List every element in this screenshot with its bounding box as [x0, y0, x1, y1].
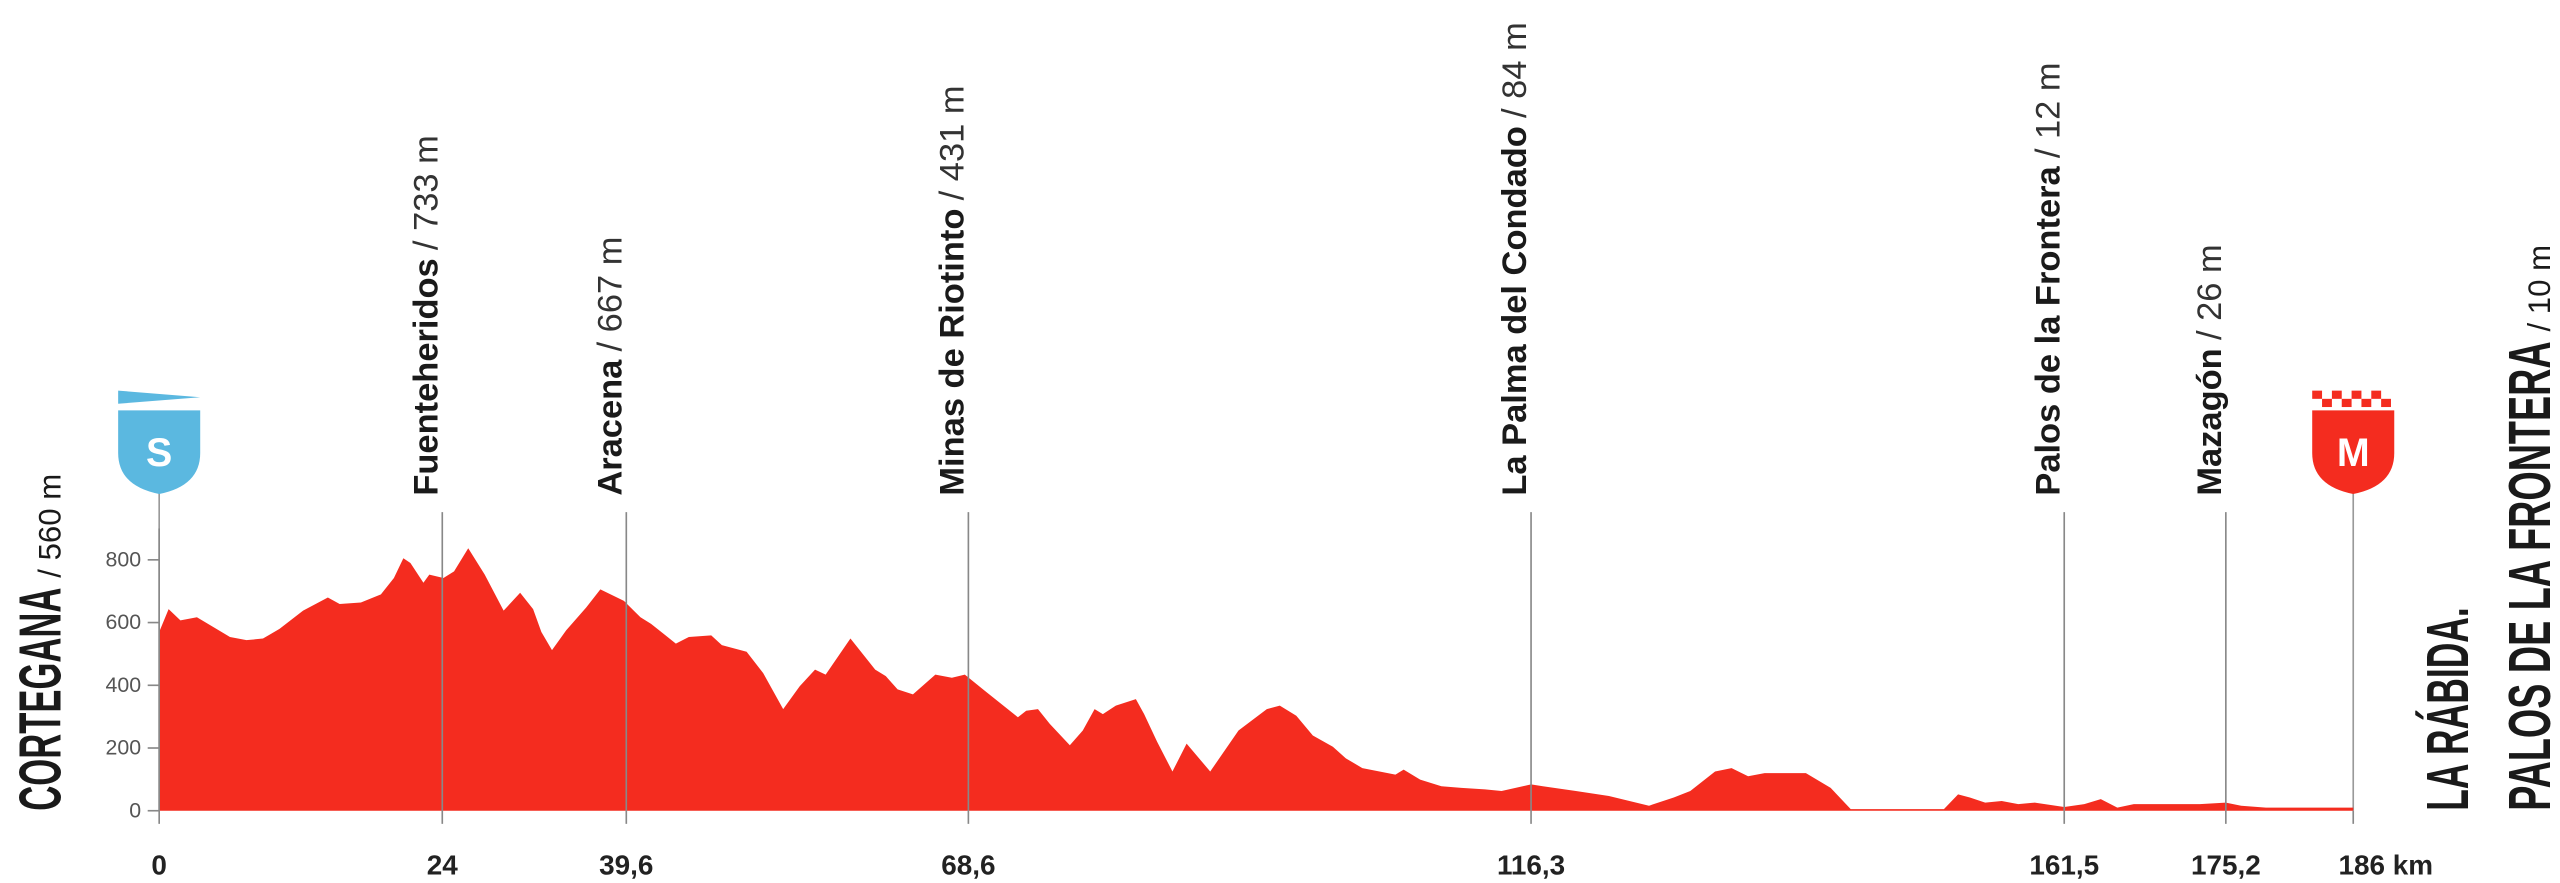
- x-tick-label: 116,3: [1497, 850, 1565, 881]
- x-tick-label: 39,6: [599, 850, 653, 881]
- waypoint-name: Mazagón: [2191, 348, 2229, 495]
- waypoint-altitude: / 431 m: [933, 85, 971, 200]
- finish-marker: M: [2312, 390, 2395, 811]
- waypoint-label: Fuenteheridos / 733 m: [407, 135, 445, 495]
- finish-name-2: PALOS DE LA FRONTERA: [2497, 341, 2560, 810]
- start-marker-label: S: [146, 431, 172, 475]
- waypoint-name: La Palma del Condado: [1496, 126, 1534, 495]
- start-marker: S: [118, 390, 201, 811]
- finish-label: LA RÁBIDA.: [2415, 607, 2481, 810]
- waypoint-label: Aracena / 667 m: [591, 237, 629, 496]
- y-tick-label: 200: [106, 736, 142, 760]
- waypoint-altitude: / 26 m: [2191, 244, 2229, 340]
- elevation-area: [159, 548, 2354, 811]
- finish-altitude: / 10 m: [2522, 245, 2557, 332]
- finish-label-2: PALOS DE LA FRONTERA / 10 m: [2497, 245, 2560, 811]
- waypoint-label: Minas de Riotinto / 431 m: [933, 85, 971, 495]
- waypoint-altitude: / 12 m: [2029, 62, 2067, 158]
- y-tick-label: 0: [129, 798, 141, 822]
- start-name: CORTEGANA: [8, 588, 74, 811]
- x-tick-label: 68,6: [941, 850, 995, 881]
- finish-name-1: LA RÁBIDA.: [2415, 607, 2481, 810]
- start-altitude: / 560 m: [33, 474, 68, 578]
- waypoint-label: La Palma del Condado / 84 m: [1496, 22, 1534, 495]
- waypoint-name: Fuenteheridos: [407, 258, 445, 495]
- waypoint-name: Aracena: [591, 359, 629, 496]
- finish-marker-label: M: [2337, 431, 2370, 475]
- start-label: CORTEGANA / 560 m: [8, 474, 74, 811]
- x-tick-label: 175,2: [2191, 850, 2261, 881]
- waypoint-altitude: / 667 m: [591, 237, 629, 352]
- waypoint-label: Mazagón / 26 m: [2191, 244, 2229, 495]
- x-tick-label: 0: [151, 850, 167, 881]
- waypoint-name: Minas de Riotinto: [933, 209, 971, 496]
- y-tick-label: 600: [106, 610, 142, 634]
- waypoint-altitude: / 84 m: [1496, 22, 1534, 118]
- waypoint-label: Palos de la Frontera / 12 m: [2029, 62, 2067, 495]
- x-tick-label: 186 km: [2338, 850, 2433, 881]
- waypoint-name: Palos de la Frontera: [2029, 165, 2067, 495]
- y-tick-label: 800: [106, 547, 142, 571]
- x-tick-label: 161,5: [2029, 850, 2099, 881]
- y-tick-label: 400: [106, 673, 142, 697]
- x-tick-label: 24: [427, 850, 459, 881]
- waypoint-altitude: / 733 m: [407, 135, 445, 250]
